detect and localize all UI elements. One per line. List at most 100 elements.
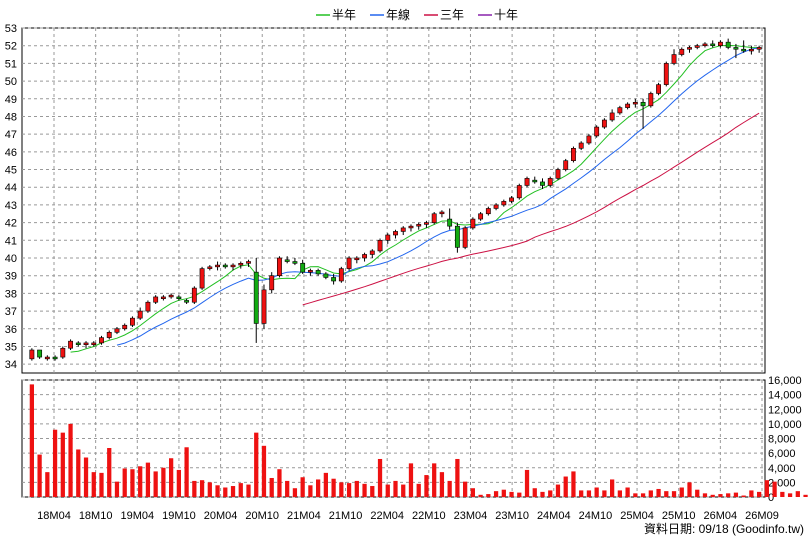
- candle-up: [625, 103, 631, 108]
- legend-label: 十年: [494, 8, 518, 22]
- price-tick-label: 53: [5, 23, 17, 35]
- volume-bar: [424, 475, 429, 497]
- price-tick-label: 37: [5, 306, 17, 318]
- candle-down: [222, 264, 228, 268]
- volume-bar: [501, 489, 506, 497]
- candle-up: [718, 41, 723, 46]
- candle-up: [168, 294, 174, 298]
- candle-up: [547, 178, 553, 186]
- candle-up: [137, 310, 143, 319]
- volume-bar: [548, 490, 553, 497]
- volume-bar: [718, 494, 723, 497]
- candle-down: [454, 225, 460, 248]
- candle-up: [509, 197, 514, 202]
- candle-up: [91, 342, 97, 345]
- x-axis: 18M04 18M10 19M04 19M10 20M04 20M10 21M04 21M10…: [37, 510, 779, 522]
- volume-bar: [238, 483, 243, 497]
- volume-bar: [555, 484, 561, 497]
- volume-bar: [687, 482, 692, 497]
- legend-label: 三年: [440, 8, 464, 22]
- volume-bar: [602, 490, 607, 497]
- candle-up: [377, 240, 383, 252]
- volume-bar: [617, 490, 622, 497]
- volume-bar: [486, 494, 491, 497]
- x-tick-label: 23M04: [454, 510, 488, 522]
- volume-bar: [470, 488, 475, 497]
- volume-bar: [664, 491, 669, 497]
- candle-up: [122, 324, 128, 330]
- volume-bar: [145, 462, 151, 497]
- volume-panel: 0 2,000 4,000 6,000 8,000 10,000 12,000 14,000 1…: [21, 375, 808, 504]
- candle-down: [52, 356, 58, 360]
- volume-bar: [60, 432, 65, 497]
- volume-bar: [432, 463, 437, 497]
- candle-down: [540, 181, 545, 186]
- volume-bar: [107, 448, 112, 497]
- candle-up: [346, 257, 352, 269]
- volume-bar: [795, 491, 800, 497]
- volume-bar: [401, 484, 406, 497]
- x-tick-label: 20M04: [204, 510, 238, 522]
- volume-bar: [99, 472, 104, 497]
- x-tick-label: 18M10: [79, 510, 113, 522]
- volume-bar: [37, 454, 42, 497]
- candle-up: [362, 254, 367, 259]
- volume-tick-label: 12,000: [768, 404, 802, 416]
- candle-up: [230, 264, 236, 268]
- volume-tick-label: 16,000: [768, 375, 802, 387]
- price-tick-label: 34: [5, 359, 17, 371]
- candle-up: [663, 63, 669, 85]
- volume-bar: [76, 449, 81, 497]
- price-tick-label: 47: [5, 129, 17, 141]
- candle-up: [60, 347, 66, 358]
- volume-bar: [246, 484, 251, 497]
- volume-bar: [416, 483, 421, 497]
- candle-up: [68, 340, 73, 349]
- candle-up: [748, 48, 754, 52]
- x-tick-label: 19M10: [162, 510, 196, 522]
- ma-line-年線: [116, 47, 760, 346]
- price-tick-label: 51: [5, 58, 17, 70]
- volume-bar: [679, 487, 684, 497]
- volume-bar: [323, 472, 328, 497]
- volume-bar: [393, 480, 398, 497]
- volume-bar: [138, 466, 143, 497]
- x-tick-label: 18M04: [37, 510, 71, 522]
- volume-tick-label: 14,000: [768, 390, 802, 402]
- candle-up: [671, 54, 677, 64]
- candle-up: [44, 356, 50, 360]
- candle-up: [578, 142, 584, 149]
- volume-bar: [764, 480, 769, 497]
- price-tick-label: 52: [5, 41, 17, 53]
- candle-up: [408, 225, 414, 229]
- volume-bar: [749, 490, 754, 497]
- candle-up: [702, 43, 708, 46]
- volume-bar: [463, 481, 468, 497]
- volume-bar: [741, 495, 746, 497]
- candle-up: [191, 287, 197, 303]
- x-tick-label: 23M10: [495, 510, 529, 522]
- volume-bar: [354, 480, 359, 497]
- volume-bar: [68, 423, 73, 497]
- candle-up: [114, 328, 120, 333]
- volume-tick-label: 2,000: [768, 477, 796, 489]
- volume-bar: [277, 469, 282, 497]
- candle-up: [524, 178, 530, 186]
- x-tick-label: 22M10: [412, 510, 446, 522]
- volume-bar: [316, 479, 321, 497]
- volume-bar: [52, 429, 58, 497]
- volume-bar: [223, 487, 228, 497]
- x-tick-label: 24M04: [537, 510, 571, 522]
- volume-bar: [339, 482, 344, 497]
- candle-up: [338, 268, 344, 282]
- x-tick-label: 26M04: [704, 510, 738, 522]
- price-tick-label: 46: [5, 147, 17, 159]
- volume-bar: [408, 463, 414, 497]
- volume-bar: [726, 493, 731, 497]
- price-tick-label: 39: [5, 271, 17, 283]
- candle-down: [37, 349, 43, 358]
- volume-bar: [377, 458, 383, 497]
- legend-label: 半年: [332, 8, 356, 22]
- volume-bar: [199, 480, 205, 497]
- volume-bar: [610, 479, 615, 497]
